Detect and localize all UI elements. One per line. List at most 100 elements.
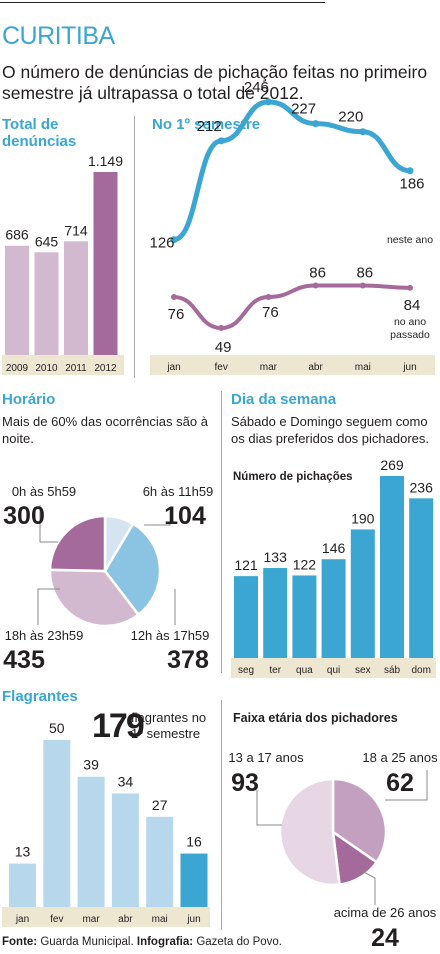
semestre-title: No 1º semestre <box>152 116 261 133</box>
horario-title: Horário <box>2 391 56 408</box>
semestre-tick-label: jun <box>402 362 416 373</box>
dia-bar <box>380 476 404 658</box>
pie-slice-horario <box>103 522 162 617</box>
leader-line <box>385 770 428 801</box>
series-value-label: 227 <box>291 101 316 118</box>
pie-slice-horario <box>48 568 141 628</box>
dia-tick-label: sex <box>355 665 371 676</box>
series-value-label: 246 <box>244 79 269 96</box>
pie-value-faixa: 93 <box>231 769 259 797</box>
pie-value-horario: 435 <box>3 646 45 674</box>
semestre-axis-strip <box>150 355 435 375</box>
series-line-ano-passado <box>172 283 412 330</box>
series-point-ano-passado <box>218 324 225 331</box>
pie-label-faixa: 13 a 17 anos <box>228 750 304 765</box>
series-end-label: neste ano <box>387 234 433 246</box>
series-line-neste-ano <box>171 99 413 243</box>
flagrantes-value-label: 34 <box>118 773 134 789</box>
dia-bar <box>292 575 317 658</box>
pie-label-horario: 6h às 11h59 <box>143 484 214 499</box>
series-point-ano-passado <box>265 294 272 300</box>
semestre-tick-label: mar <box>260 362 278 373</box>
leader-line <box>37 588 60 625</box>
flagrantes-tick-label: abr <box>118 914 133 925</box>
dia-tick-label: qui <box>327 665 340 676</box>
horario-note: Mais de 60% das ocorrências são à noite. <box>2 414 208 446</box>
dia-value-label: 190 <box>351 510 375 526</box>
dia-subtitle: Número de pichações <box>233 471 353 483</box>
series-end-label: no ano <box>394 316 426 328</box>
total-bar <box>34 252 59 355</box>
series-point-neste-ano <box>312 120 320 128</box>
total-bar <box>93 172 118 355</box>
dia-note: Sábado e Domingo seguem como os dias pre… <box>231 414 430 446</box>
total-value-label: 1.149 <box>88 153 123 169</box>
total-bar <box>5 245 29 355</box>
dia-tick-label: dom <box>411 665 430 676</box>
series-point-neste-ano <box>217 137 225 145</box>
semestre-tick-label: abr <box>308 362 323 373</box>
source-value: Guarda Municipal. <box>40 936 134 948</box>
series-value-label: 84 <box>404 297 421 314</box>
series-point-ano-passado <box>312 282 319 289</box>
series-value-label: 76 <box>168 306 185 323</box>
city-title: CURITIBA <box>2 22 115 50</box>
flagrantes-value-label: 16 <box>186 834 202 850</box>
total-tick-label: 2011 <box>65 363 87 374</box>
pie-label-horario: 0h às 5h59 <box>12 484 76 499</box>
series-value-label: 76 <box>262 304 279 321</box>
flagrantes-title: Flagrantes <box>2 688 78 705</box>
flagrantes-tick-label: fev <box>50 914 63 925</box>
total-value-label: 714 <box>64 222 88 238</box>
total-bar <box>64 241 88 355</box>
divider-mid <box>221 391 222 673</box>
total-tick-label: 2009 <box>6 363 29 374</box>
dia-tick-label: ter <box>269 665 281 676</box>
dia-tick-label: sáb <box>384 665 401 676</box>
series-point-neste-ano <box>406 167 414 175</box>
flagrantes-tick-label: jan <box>15 914 29 925</box>
leader-line <box>144 507 171 526</box>
series-point-neste-ano <box>170 236 178 244</box>
flagrantes-tick-label: mai <box>152 914 168 925</box>
flagrantes-bar <box>111 793 139 907</box>
pie-value-horario: 300 <box>3 502 45 530</box>
dia-value-label: 146 <box>322 540 346 556</box>
semestre-tick-label: mai <box>355 362 371 373</box>
pie-label-faixa: 18 a 25 anos <box>362 750 438 765</box>
total-value-label: 645 <box>35 233 59 249</box>
semestre-tick-label: jan <box>166 362 180 373</box>
total-tick-label: 2010 <box>35 363 58 374</box>
flagrantes-count: 179 <box>92 707 145 745</box>
top-rule <box>0 2 325 3</box>
pie-slice-faixa <box>278 777 341 887</box>
flagrantes-text: flagrantes no 1º semestre <box>131 710 207 741</box>
dia-value-label: 133 <box>264 549 288 565</box>
pie-slice-horario <box>48 514 107 573</box>
pie-value-faixa: 62 <box>386 769 414 797</box>
flagrantes-bar <box>43 740 71 907</box>
flagrantes-bar <box>9 863 36 907</box>
leader-line <box>359 869 376 905</box>
flagrantes-bar <box>180 853 208 907</box>
series-end-label: passado <box>390 329 430 341</box>
dia-value-label: 269 <box>380 457 404 473</box>
series-value-label: 126 <box>149 235 174 252</box>
info-value: Gazeta do Povo. <box>196 936 282 948</box>
total-value-label: 686 <box>5 227 29 243</box>
flagrantes-bar <box>146 816 174 907</box>
pie-slice-faixa <box>331 777 388 864</box>
leader-line <box>256 790 282 826</box>
dia-tick-label: qua <box>296 665 313 676</box>
dia-bar <box>350 529 375 658</box>
pie-label-horario: 18h às 23h59 <box>5 628 84 643</box>
flagrantes-bar <box>77 776 105 907</box>
dia-axis-strip <box>231 658 436 678</box>
series-value-label: 86 <box>356 265 373 282</box>
series-value-label: 220 <box>338 109 363 126</box>
total-tick-label: 2012 <box>94 363 117 374</box>
flagrantes-tick-label: mar <box>82 914 100 925</box>
dia-value-label: 121 <box>234 557 258 573</box>
flagrantes-value-label: 13 <box>15 844 31 860</box>
semestre-tick-label: fev <box>215 362 228 373</box>
